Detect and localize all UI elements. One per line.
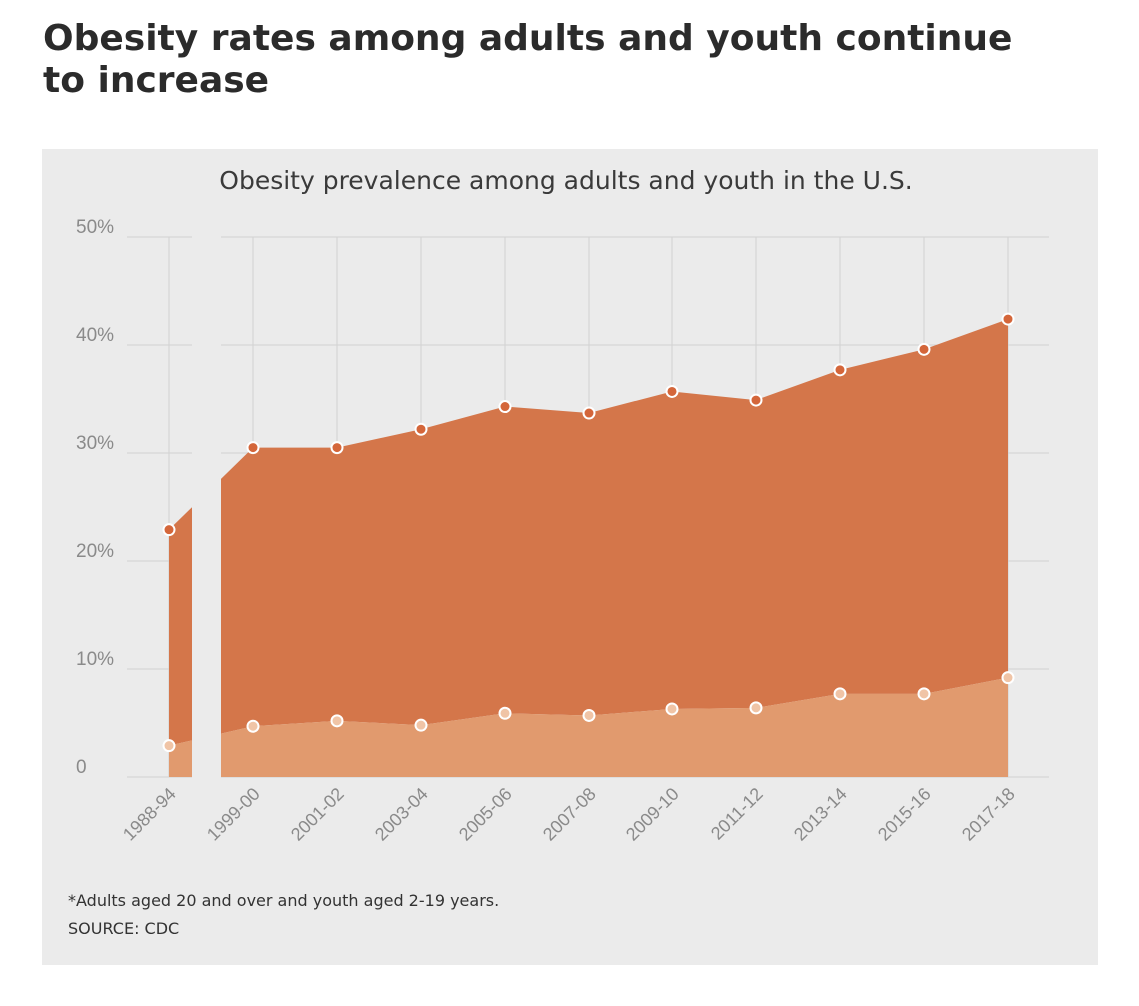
x-tick-label: 2007-08 [539, 784, 600, 845]
x-tick-label: 2005-06 [455, 784, 516, 845]
chart-title: Obesity prevalence among adults and yout… [219, 166, 912, 195]
adults-data-point [414, 422, 428, 436]
x-tick-label: 1999-00 [203, 784, 264, 845]
youth-data-point [414, 718, 428, 732]
youth-data-point [665, 702, 679, 716]
adults-data-point [749, 393, 763, 407]
y-tick-label: 40% [76, 325, 114, 346]
x-tick-label: 2009-10 [622, 784, 683, 845]
adults-data-point [330, 441, 344, 455]
adults-data-point [498, 400, 512, 414]
youth-data-point [162, 739, 176, 753]
adults-data-point [665, 384, 679, 398]
adults-data-point [833, 363, 847, 377]
x-tick-label: 2017-18 [958, 784, 1019, 845]
youth-data-point [498, 706, 512, 720]
youth-area-segment [221, 677, 1008, 777]
x-tick-label: 1988-94 [119, 784, 180, 845]
y-tick-label: 30% [76, 433, 114, 454]
x-tick-label: 2001-02 [287, 784, 348, 845]
youth-area-segment [169, 740, 192, 777]
x-tick-label: 2015-16 [874, 784, 935, 845]
adults-area-segment [169, 507, 192, 746]
adults-area-segment [221, 319, 1008, 734]
youth-data-point [749, 701, 763, 715]
adults-data-point [246, 441, 260, 455]
adults-data-point [917, 342, 931, 356]
youth-data-point [833, 687, 847, 701]
adults-data-point [582, 406, 596, 420]
y-tick-label: 50% [76, 217, 114, 238]
y-tick-label: 20% [76, 541, 114, 562]
y-tick-label: 0 [76, 757, 87, 778]
adults-data-point [162, 523, 176, 537]
adults-data-point [1001, 312, 1015, 326]
y-tick-label: 10% [76, 649, 114, 670]
headline: Obesity rates among adults and youth con… [43, 18, 1013, 101]
youth-data-point [582, 708, 596, 722]
x-tick-label: 2013-14 [790, 784, 851, 845]
youth-data-point [330, 714, 344, 728]
x-tick-label: 2003-04 [371, 784, 432, 845]
source-note: SOURCE: CDC [68, 919, 180, 938]
youth-data-point [246, 719, 260, 733]
youth-data-point [917, 687, 931, 701]
footnote: *Adults aged 20 and over and youth aged … [68, 891, 500, 910]
youth-data-point [1001, 671, 1015, 685]
x-tick-label: 2011-12 [707, 784, 767, 844]
